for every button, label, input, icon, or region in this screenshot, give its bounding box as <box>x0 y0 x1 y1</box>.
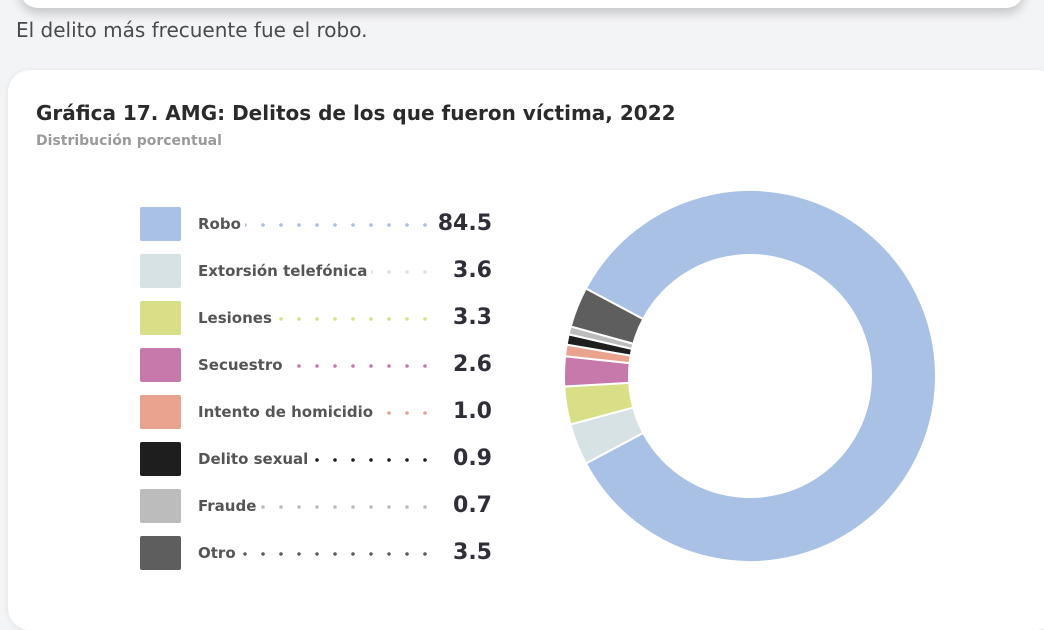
legend-swatch <box>140 301 181 335</box>
legend-item-lesiones: Lesiones 3.3 <box>140 301 500 348</box>
legend-swatch <box>140 536 181 570</box>
legend-label: Lesiones <box>198 309 276 327</box>
legend-label: Delito sexual <box>198 450 313 468</box>
legend-label: Intento de homicidio <box>198 403 378 421</box>
intro-text: El delito más frecuente fue el robo. <box>16 18 368 42</box>
legend-item-fraude: Fraude 0.7 <box>140 489 500 536</box>
legend-leader-dots <box>198 458 434 462</box>
legend-value: 3.5 <box>453 540 492 565</box>
legend-leader-dots <box>198 223 434 227</box>
legend-label: Robo <box>198 215 245 233</box>
legend-label: Secuestro <box>198 356 287 374</box>
legend-item-otro: Otro 3.5 <box>140 536 500 583</box>
legend-swatch <box>140 254 181 288</box>
legend-leader-dots <box>198 505 434 509</box>
legend-item-intento-de-homicidio: Intento de homicidio 1.0 <box>140 395 500 442</box>
legend-leader-dots <box>198 317 434 321</box>
chart-legend: Robo 84.5 Extorsión telefónica 3.6 Lesio… <box>140 207 500 583</box>
legend-item-secuestro: Secuestro 2.6 <box>140 348 500 395</box>
legend-swatch <box>140 442 181 476</box>
legend-label: Fraude <box>198 497 261 515</box>
previous-card-edge <box>20 0 1024 8</box>
legend-swatch <box>140 348 181 382</box>
legend-label: Extorsión telefónica <box>198 262 372 280</box>
legend-label: Otro <box>198 544 240 562</box>
legend-value: 84.5 <box>437 211 492 236</box>
donut-slice-robo <box>584 189 937 563</box>
legend-leader-dots <box>198 364 434 368</box>
legend-value: 0.9 <box>453 446 492 471</box>
legend-swatch <box>140 207 181 241</box>
legend-item-delito-sexual: Delito sexual 0.9 <box>140 442 500 489</box>
donut-slice-otro <box>569 287 645 345</box>
legend-swatch <box>140 395 181 429</box>
legend-value: 3.6 <box>453 258 492 283</box>
legend-swatch <box>140 489 181 523</box>
legend-item-extorsion-telefonica: Extorsión telefónica 3.6 <box>140 254 500 301</box>
legend-item-robo: Robo 84.5 <box>140 207 500 254</box>
donut-chart <box>563 189 937 563</box>
chart-subtitle: Distribución porcentual <box>36 133 222 149</box>
chart-title: Gráfica 17. AMG: Delitos de los que fuer… <box>36 101 676 125</box>
legend-value: 1.0 <box>453 399 492 424</box>
legend-value: 2.6 <box>453 352 492 377</box>
legend-value: 3.3 <box>453 305 492 330</box>
legend-leader-dots <box>198 552 434 556</box>
legend-value: 0.7 <box>453 493 492 518</box>
